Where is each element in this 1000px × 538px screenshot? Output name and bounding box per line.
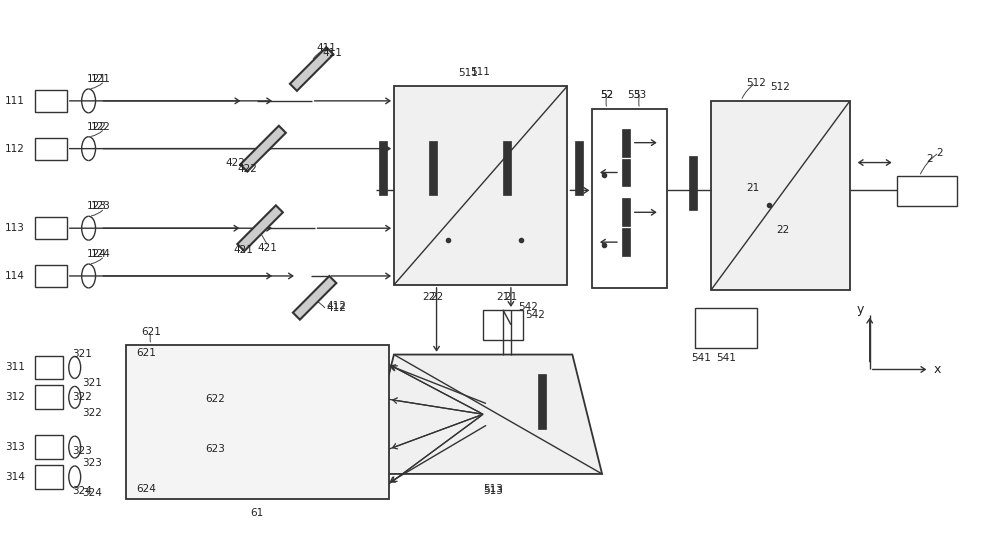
- Text: 124: 124: [87, 249, 106, 259]
- Text: x: x: [933, 363, 941, 376]
- Text: 21: 21: [504, 292, 518, 302]
- Text: 2: 2: [926, 153, 933, 164]
- Bar: [538, 374, 546, 429]
- Text: 22: 22: [776, 225, 789, 235]
- Bar: [622, 159, 630, 187]
- Bar: [126, 345, 389, 499]
- Bar: [429, 140, 437, 195]
- Bar: [575, 140, 583, 195]
- Text: 511: 511: [470, 67, 490, 77]
- Text: 322: 322: [83, 408, 103, 418]
- Text: 311: 311: [5, 363, 25, 372]
- Bar: [503, 140, 511, 195]
- Text: 112: 112: [5, 144, 25, 154]
- Bar: [689, 155, 697, 210]
- Text: 124: 124: [91, 249, 110, 259]
- Text: 542: 542: [518, 302, 538, 312]
- Text: 52: 52: [600, 90, 613, 100]
- Polygon shape: [364, 355, 602, 474]
- Text: 512: 512: [746, 78, 766, 88]
- Text: 324: 324: [72, 486, 92, 496]
- Text: 122: 122: [87, 122, 106, 132]
- Bar: [35, 265, 67, 287]
- Text: 321: 321: [72, 349, 92, 358]
- Text: 53: 53: [633, 90, 646, 100]
- Text: 114: 114: [5, 271, 25, 281]
- Text: 314: 314: [5, 472, 25, 482]
- Bar: [622, 199, 630, 226]
- Text: 22: 22: [422, 292, 435, 302]
- Text: 621: 621: [136, 348, 156, 358]
- Text: 512: 512: [771, 82, 790, 92]
- Text: 321: 321: [83, 378, 103, 388]
- Text: 541: 541: [716, 352, 736, 363]
- Text: 513: 513: [483, 486, 503, 496]
- Text: 623: 623: [206, 444, 225, 454]
- Text: 541: 541: [691, 352, 711, 363]
- Text: 53: 53: [627, 90, 640, 100]
- Polygon shape: [240, 126, 286, 172]
- Bar: [379, 140, 387, 195]
- Text: 2: 2: [936, 147, 942, 158]
- Text: 22: 22: [430, 292, 443, 302]
- Text: 123: 123: [87, 201, 106, 211]
- Text: 621: 621: [141, 327, 161, 337]
- Bar: [35, 217, 67, 239]
- Text: 323: 323: [83, 458, 103, 468]
- Text: 421: 421: [257, 243, 277, 253]
- Bar: [35, 465, 63, 489]
- Polygon shape: [290, 47, 333, 91]
- Text: 61: 61: [250, 508, 264, 518]
- Text: 542: 542: [525, 310, 545, 320]
- Text: 412: 412: [327, 301, 346, 311]
- Text: 21: 21: [746, 183, 759, 194]
- Bar: [35, 385, 63, 409]
- Text: 411: 411: [323, 48, 342, 58]
- Text: 622: 622: [206, 394, 225, 405]
- Text: 313: 313: [5, 442, 25, 452]
- Bar: [394, 86, 567, 285]
- Text: 312: 312: [5, 392, 25, 402]
- Text: 322: 322: [72, 392, 92, 402]
- Bar: [35, 90, 67, 112]
- Text: 21: 21: [496, 292, 510, 302]
- Text: 122: 122: [91, 122, 110, 132]
- Bar: [897, 176, 957, 207]
- Text: 624: 624: [136, 484, 156, 494]
- Text: 422: 422: [225, 158, 245, 167]
- Text: y: y: [856, 303, 864, 316]
- Text: 411: 411: [317, 43, 336, 53]
- Bar: [622, 228, 630, 256]
- Bar: [483, 310, 523, 339]
- Text: 123: 123: [91, 201, 110, 211]
- Polygon shape: [237, 206, 283, 251]
- Text: 412: 412: [327, 303, 346, 313]
- Bar: [711, 101, 850, 290]
- Polygon shape: [293, 276, 336, 320]
- Bar: [35, 435, 63, 459]
- Text: 422: 422: [237, 164, 257, 174]
- Text: 511: 511: [458, 68, 478, 78]
- Text: 513: 513: [483, 484, 503, 494]
- Bar: [622, 129, 630, 157]
- Bar: [695, 308, 757, 348]
- Bar: [592, 109, 667, 288]
- Text: 323: 323: [72, 446, 92, 456]
- Text: 421: 421: [233, 245, 253, 255]
- Bar: [35, 138, 67, 160]
- Text: 113: 113: [5, 223, 25, 233]
- Bar: [35, 356, 63, 379]
- Text: 52: 52: [600, 90, 614, 100]
- Text: 324: 324: [83, 488, 103, 498]
- Text: 111: 111: [5, 96, 25, 106]
- Text: 121: 121: [87, 74, 106, 84]
- Text: 121: 121: [91, 74, 110, 84]
